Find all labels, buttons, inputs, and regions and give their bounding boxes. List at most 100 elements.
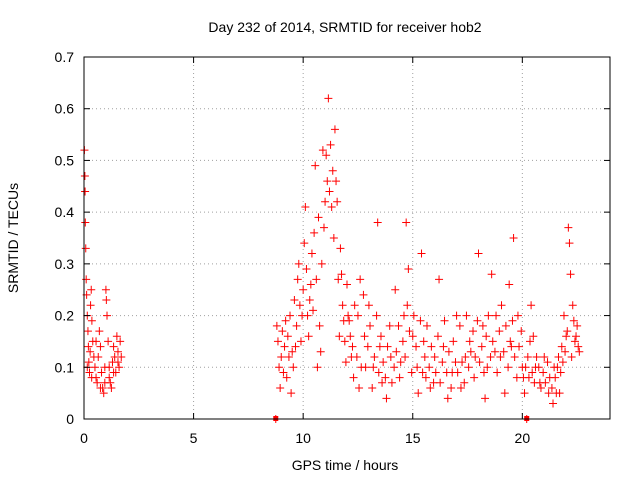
data-point — [366, 321, 375, 330]
data-point — [526, 337, 535, 346]
data-point — [501, 321, 510, 330]
data-point — [534, 363, 543, 372]
data-point — [490, 347, 499, 356]
data-point — [403, 301, 412, 310]
data-point — [361, 363, 370, 372]
data-point — [433, 332, 442, 341]
data-point — [528, 368, 537, 377]
data-point — [515, 342, 524, 351]
data-point — [333, 197, 342, 206]
data-point — [442, 368, 451, 377]
data-point — [575, 347, 584, 356]
data-point — [93, 378, 102, 387]
data-point — [413, 363, 422, 372]
data-point — [462, 311, 471, 320]
data-point — [322, 151, 331, 160]
data-point — [556, 368, 565, 377]
data-point — [356, 275, 365, 284]
data-point — [288, 347, 297, 356]
data-point — [482, 332, 491, 341]
grid-lines — [84, 57, 610, 419]
data-point — [117, 352, 126, 361]
data-point — [359, 290, 368, 299]
data-point — [350, 301, 359, 310]
data-point — [94, 352, 103, 361]
data-point — [492, 311, 501, 320]
data-point — [344, 311, 353, 320]
data-point — [420, 352, 429, 361]
data-point — [360, 332, 369, 341]
data-point — [376, 332, 385, 341]
y-tick-label: 0.5 — [55, 152, 75, 168]
data-point — [504, 363, 513, 372]
data-point — [530, 378, 539, 387]
data-point — [572, 332, 581, 341]
data-point — [311, 161, 320, 170]
data-point — [396, 358, 405, 367]
data-point — [532, 352, 541, 361]
data-point — [286, 311, 295, 320]
data-point — [112, 332, 121, 341]
y-tick-label: 0.7 — [55, 49, 75, 65]
x-tick-label: 0 — [80, 430, 88, 446]
data-point — [431, 368, 440, 377]
data-point — [109, 342, 118, 351]
data-point — [460, 378, 469, 387]
data-point — [391, 285, 400, 294]
data-point — [292, 321, 301, 330]
data-point — [475, 358, 484, 367]
data-point — [336, 244, 345, 253]
data-point — [435, 275, 444, 284]
data-point — [421, 373, 430, 382]
data-point — [392, 347, 401, 356]
data-point — [279, 368, 288, 377]
data-point — [536, 383, 545, 392]
data-point — [383, 342, 392, 351]
data-point — [323, 177, 332, 186]
data-point — [92, 337, 101, 346]
data-point — [96, 383, 105, 392]
data-point — [296, 337, 305, 346]
data-point — [309, 306, 318, 315]
data-point — [304, 332, 313, 341]
data-point — [293, 275, 302, 284]
data-point — [364, 301, 373, 310]
data-point — [505, 280, 514, 289]
data-point — [278, 327, 287, 336]
data-point — [346, 332, 355, 341]
data-point — [299, 285, 308, 294]
data-point — [319, 223, 328, 232]
data-point — [284, 352, 293, 361]
data-point — [294, 259, 303, 268]
data-point — [541, 378, 550, 387]
data-point — [449, 337, 458, 346]
data-point — [540, 352, 549, 361]
data-point — [419, 337, 428, 346]
data-point — [95, 327, 104, 336]
data-point — [313, 363, 322, 372]
data-point — [470, 373, 479, 382]
data-point — [340, 337, 349, 346]
data-point — [554, 352, 563, 361]
data-point — [104, 337, 113, 346]
data-point — [332, 177, 341, 186]
y-axis-label: SRMTID / TECUs — [5, 183, 21, 293]
data-point — [493, 368, 502, 377]
data-point — [113, 358, 122, 367]
data-point — [302, 265, 311, 274]
data-point — [573, 321, 582, 330]
data-point — [315, 321, 324, 330]
x-axis-label: GPS time / hours — [292, 457, 399, 473]
data-point — [291, 342, 300, 351]
data-point — [564, 223, 573, 232]
data-point — [300, 239, 309, 248]
data-point — [368, 383, 377, 392]
data-point — [519, 373, 528, 382]
data-point — [507, 342, 516, 351]
data-point — [81, 218, 90, 227]
data-point — [425, 363, 434, 372]
data-point — [545, 373, 554, 382]
data-point — [343, 280, 351, 289]
data-point — [85, 368, 94, 377]
data-point — [479, 368, 488, 377]
